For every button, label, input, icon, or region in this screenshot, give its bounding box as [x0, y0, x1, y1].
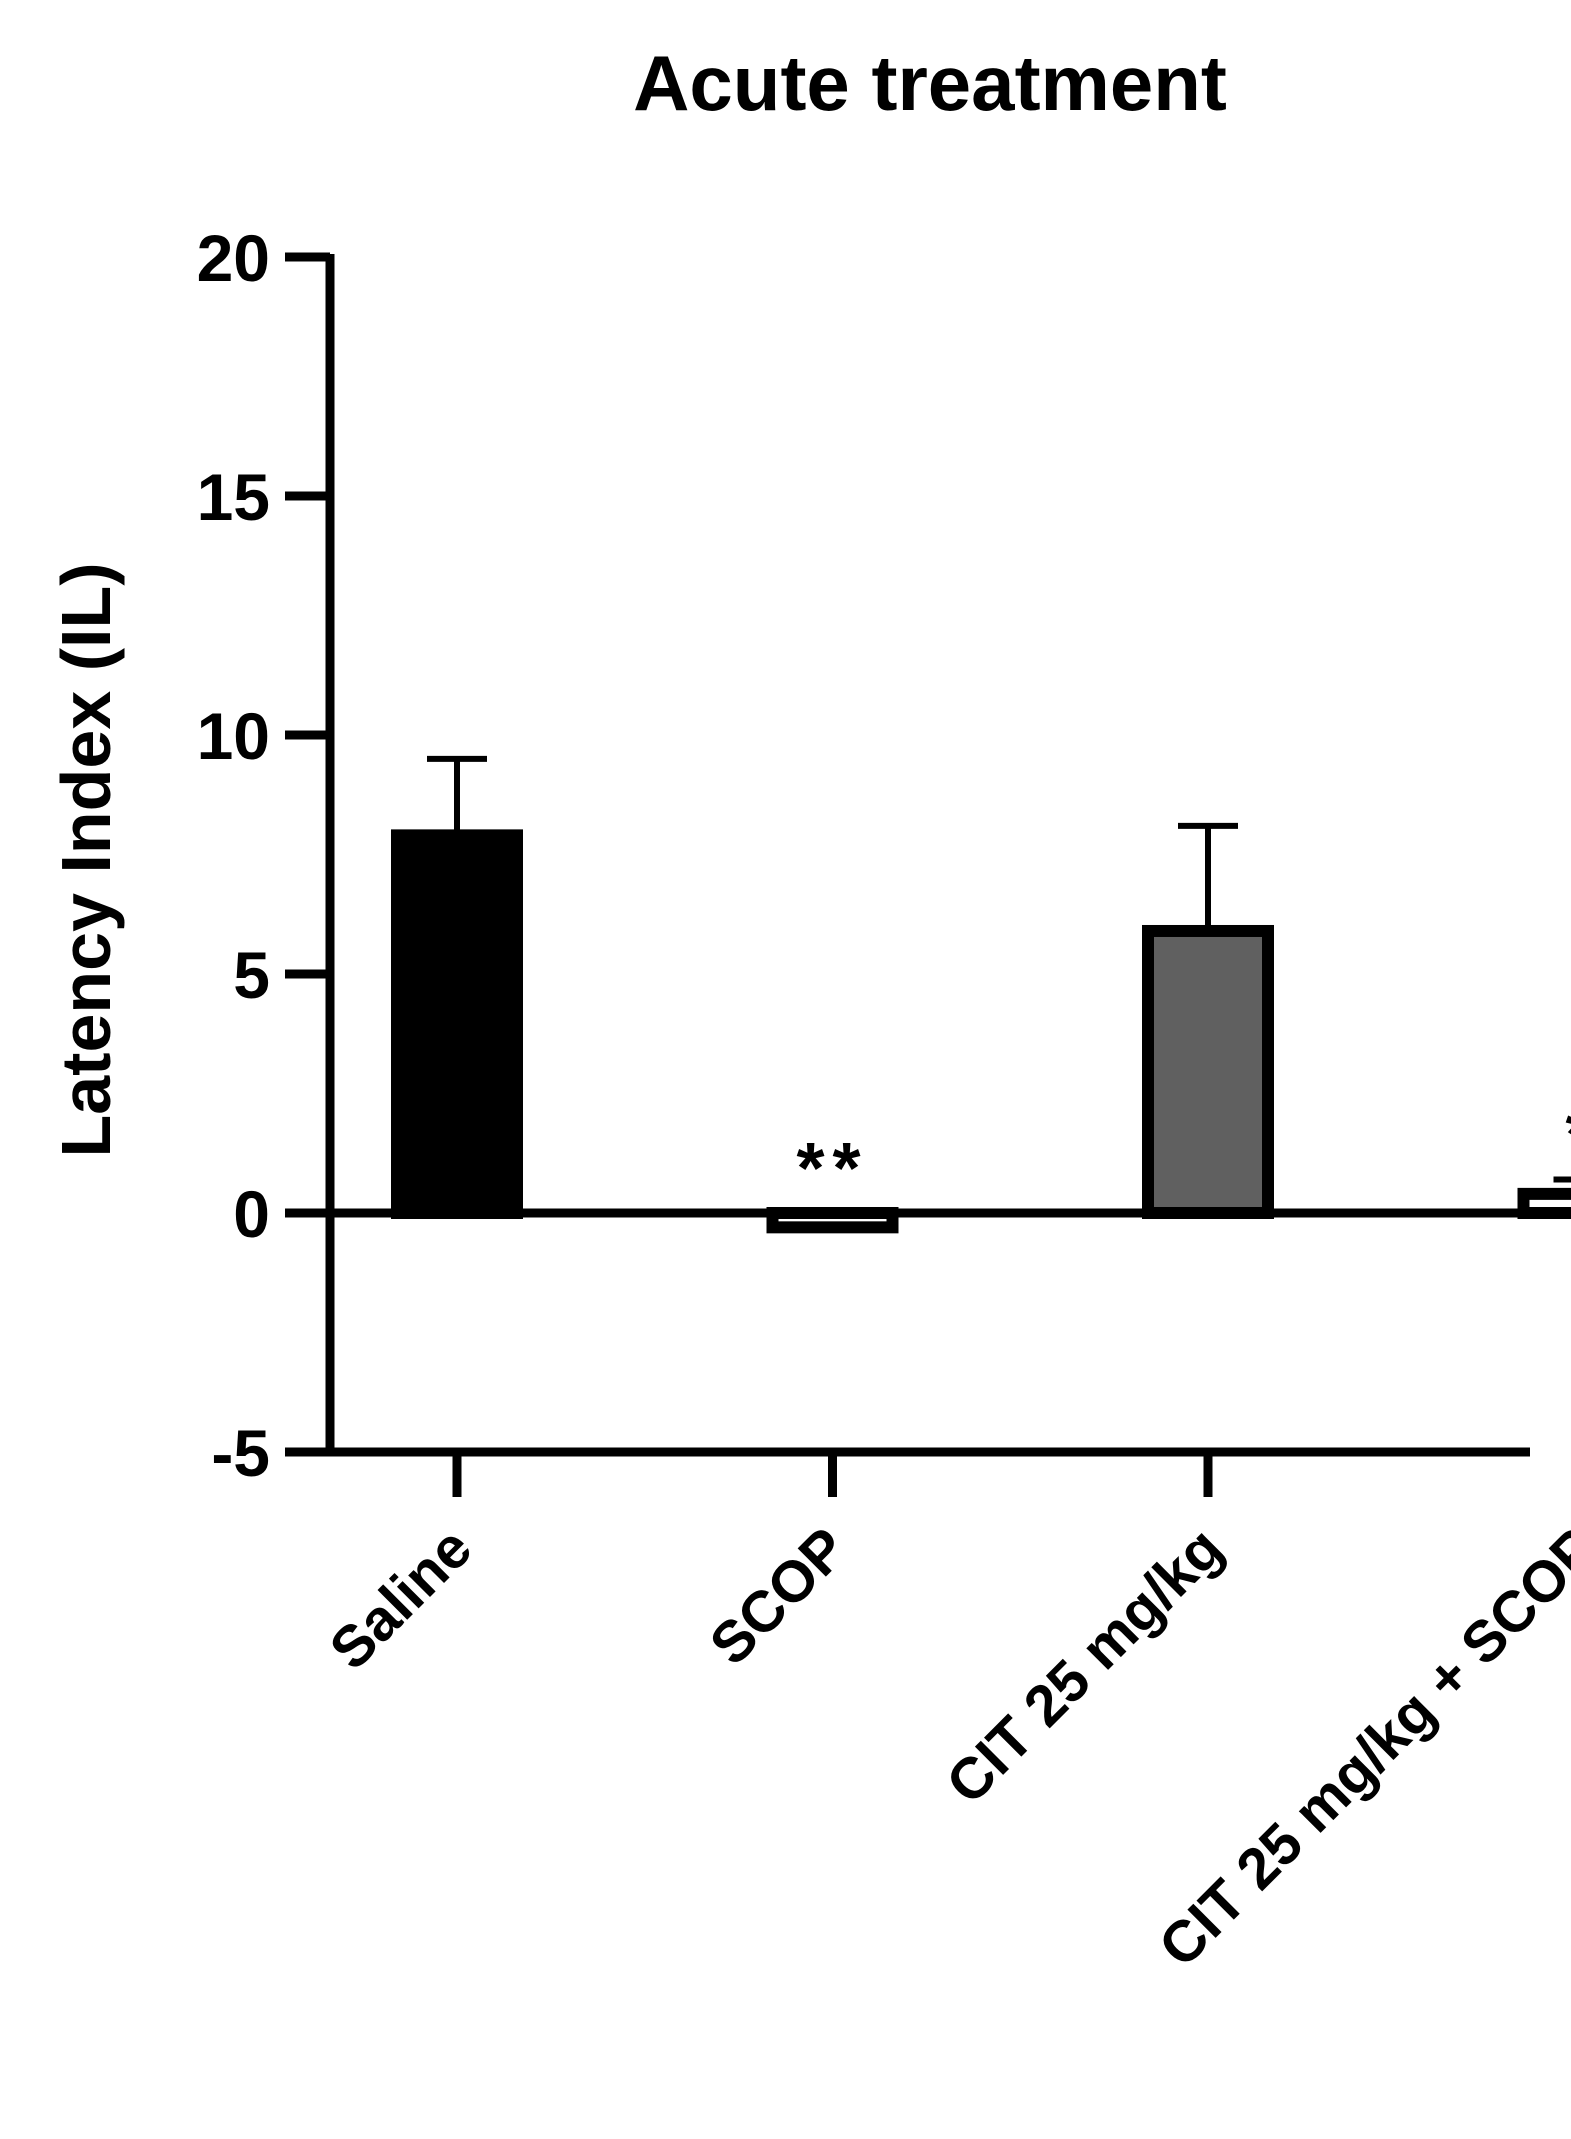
significance-annotation-2: ** [796, 1129, 868, 1209]
error-bar-4 [1553, 1176, 1571, 1183]
error-bar-1 [427, 755, 487, 836]
y-tick-label-1: 20 [197, 221, 270, 295]
y-tick-label-6: -5 [211, 1416, 270, 1490]
error-bars-layer [427, 755, 1571, 1183]
chart-title: Acute treatment [633, 39, 1227, 127]
y-tick-label-2: 15 [197, 460, 270, 534]
bar-1 [391, 829, 523, 1219]
x-tick-label-3: CIT 25 mg/kg [934, 1515, 1235, 1816]
y-tick-label-3: 10 [197, 699, 270, 773]
x-tick-label-2: SCOP [697, 1515, 859, 1677]
error-bar-3 [1178, 822, 1238, 931]
annotations-layer: ****#### [796, 1096, 1571, 1209]
y-axis-label: Latency Index (IL) [47, 562, 125, 1157]
y-tick-label-5: 0 [233, 1177, 270, 1251]
bars-layer [391, 829, 1571, 1234]
y-tick-label-4: 5 [233, 938, 270, 1012]
bar-3 [1142, 924, 1274, 1219]
axes-layer: 20 15 10 5 0 -5 [197, 221, 1530, 1497]
bar-4 [1517, 1187, 1571, 1220]
x-tick-label-1: Saline [317, 1515, 484, 1682]
significance-annotation-4: * [1565, 1096, 1571, 1176]
